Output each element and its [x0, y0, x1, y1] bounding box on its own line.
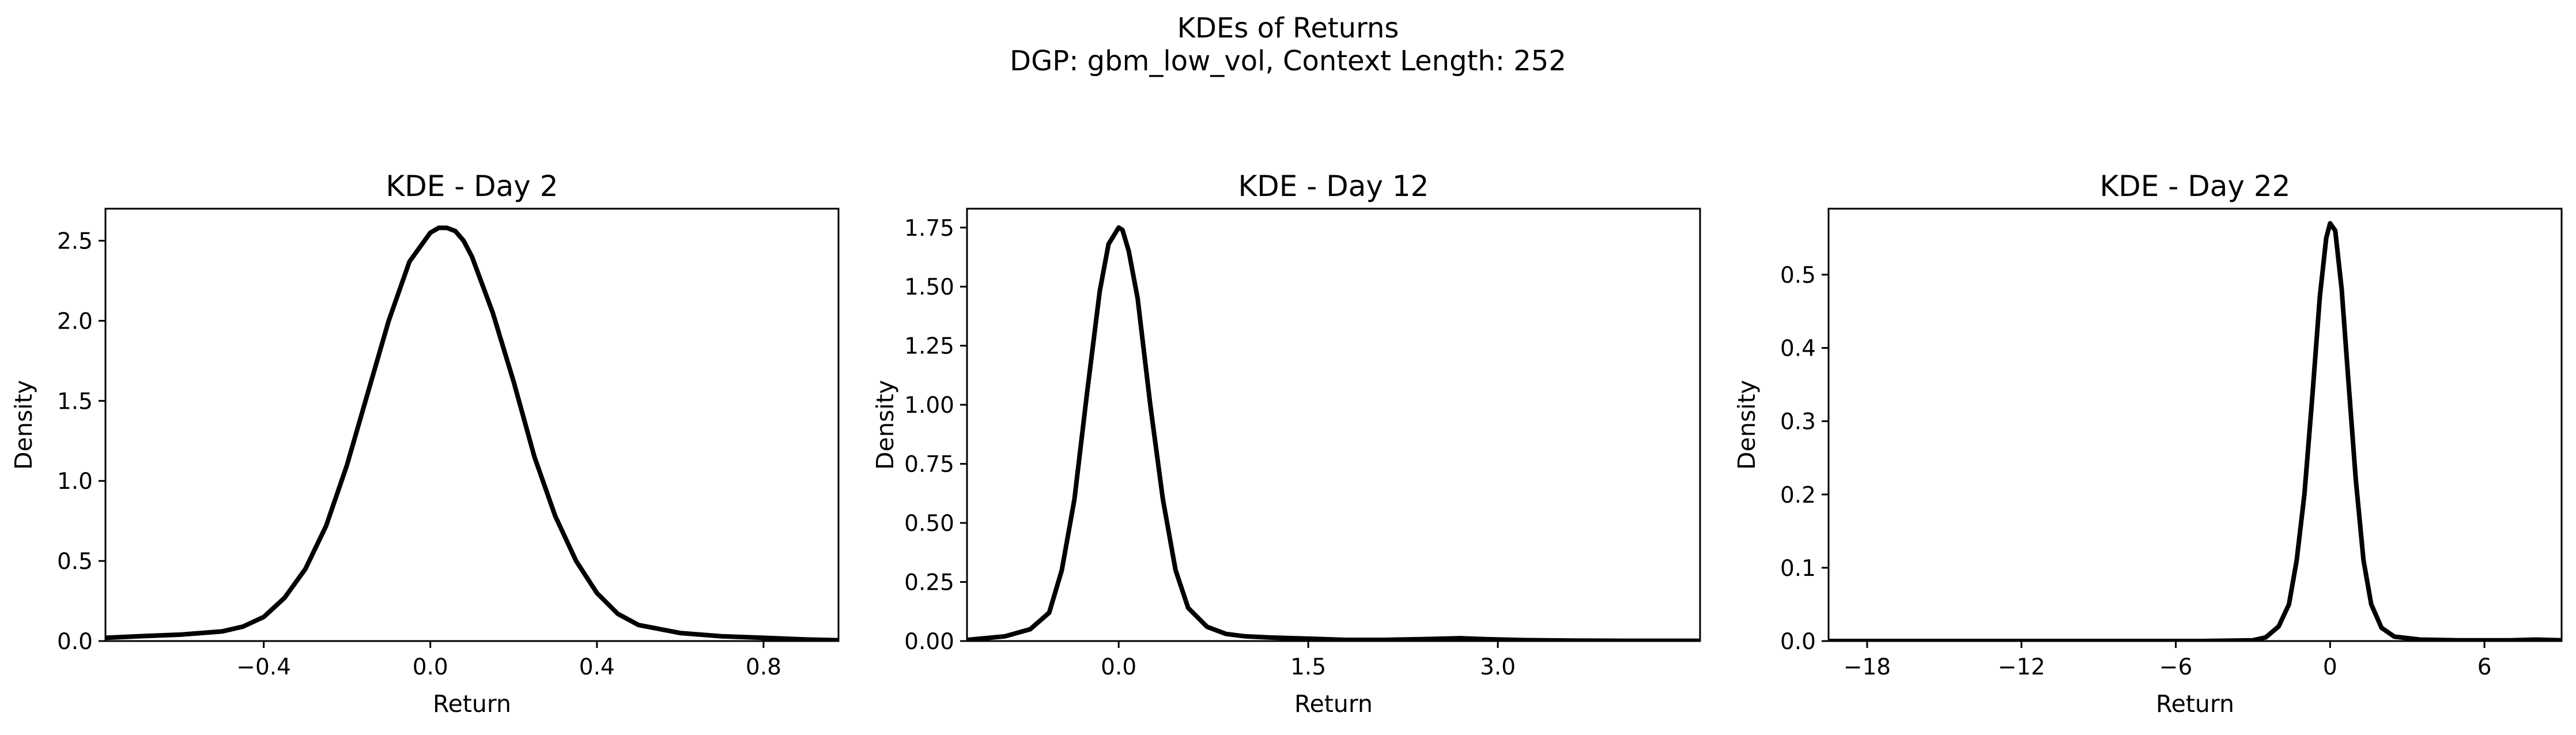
plot-frame-day-12 [966, 208, 1701, 642]
y-tick-label-day-12: 1.50 [904, 274, 954, 300]
y-tick-label-day-12: 1.75 [904, 216, 954, 242]
y-tick-label-day-22: 0.2 [1780, 483, 1816, 508]
kde-curve-day-22 [1829, 221, 2562, 641]
x-tick-label-day-22: −18 [1844, 654, 1891, 680]
y-tick-label-day-12: 0.50 [904, 511, 954, 537]
y-tick-label-day-2: 0.0 [57, 629, 93, 655]
subplot-title-day-2: KDE - Day 2 [386, 169, 558, 203]
y-tick-label-day-2: 1.0 [57, 469, 93, 495]
y-tick-label-day-2: 2.0 [57, 308, 93, 334]
y-tick-label-day-2: 0.5 [57, 549, 93, 575]
y-tick-label-day-22: 0.1 [1780, 556, 1816, 582]
subplot-title-day-12: KDE - Day 12 [1238, 169, 1429, 203]
y-tick-label-day-12: 0.25 [904, 570, 954, 596]
kde-curve-day-12 [967, 225, 1700, 641]
subplot-day-22: KDE - Day 22 −18 −12 −6 0 6 0.0 0.1 0.2 0.3 0.4 0.5… [1733, 169, 2563, 718]
subplot-title-day-22: KDE - Day 22 [2100, 169, 2291, 203]
y-tick-label-day-22: 0.5 [1780, 262, 1816, 288]
y-tick-label-day-12: 0.75 [904, 452, 954, 478]
plot-frame-day-2 [104, 208, 840, 642]
subplot-day-12: KDE - Day 12 0.0 1.5 3.0 0.00 0.25 0.50 0.75 1.0… [871, 169, 1701, 718]
x-axis-label-day-22: Return [2156, 690, 2234, 718]
y-tick-label-day-22: 0.0 [1780, 629, 1816, 655]
y-tick-label-day-2: 2.5 [57, 229, 93, 255]
x-tick-label-day-2: −0.4 [236, 654, 291, 680]
y-tick-label-day-22: 0.4 [1780, 336, 1816, 362]
x-axis-label-day-2: Return [433, 690, 511, 718]
y-axis-label-day-22: Density [1733, 380, 1761, 470]
x-tick-label-day-2: 0.4 [579, 654, 615, 680]
y-tick-label-day-22: 0.3 [1780, 409, 1816, 435]
x-axis-label-day-12: Return [1294, 690, 1373, 718]
kde-curve-day-2 [105, 225, 838, 641]
y-tick-label-day-12: 1.25 [904, 334, 954, 360]
y-tick-label-day-12: 1.00 [904, 393, 954, 419]
plot-frame-day-22 [1827, 208, 2563, 642]
figure-title-line2: DGP: gbm_low_vol, Context Length: 252 [1010, 45, 1566, 77]
x-tick-label-day-12: 1.5 [1290, 654, 1326, 680]
subplot-day-2: KDE - Day 2 −0.4 0.0 0.4 0.8 0.0 0.5 1.0 1.5 2.0 2… [10, 169, 840, 718]
y-axis-label-day-12: Density [871, 380, 899, 470]
x-tick-label-day-12: 0.0 [1101, 654, 1136, 680]
y-tick-label-day-12: 0.00 [904, 629, 954, 655]
y-tick-label-day-2: 1.5 [57, 389, 93, 414]
x-tick-label-day-22: 6 [2477, 654, 2492, 680]
figure-title-line1: KDEs of Returns [1177, 12, 1399, 44]
x-tick-label-day-22: −12 [1998, 654, 2045, 680]
x-tick-label-day-2: 0.8 [746, 654, 781, 680]
x-tick-label-day-12: 3.0 [1480, 654, 1516, 680]
x-tick-label-day-22: −6 [2159, 654, 2193, 680]
x-tick-label-day-22: 0 [2323, 654, 2337, 680]
y-axis-label-day-2: Density [10, 380, 37, 470]
x-tick-label-day-2: 0.0 [413, 654, 448, 680]
